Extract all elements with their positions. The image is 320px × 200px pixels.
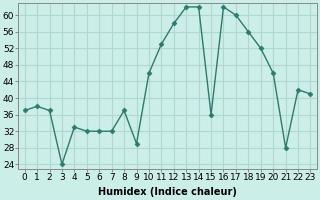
- X-axis label: Humidex (Indice chaleur): Humidex (Indice chaleur): [98, 187, 237, 197]
